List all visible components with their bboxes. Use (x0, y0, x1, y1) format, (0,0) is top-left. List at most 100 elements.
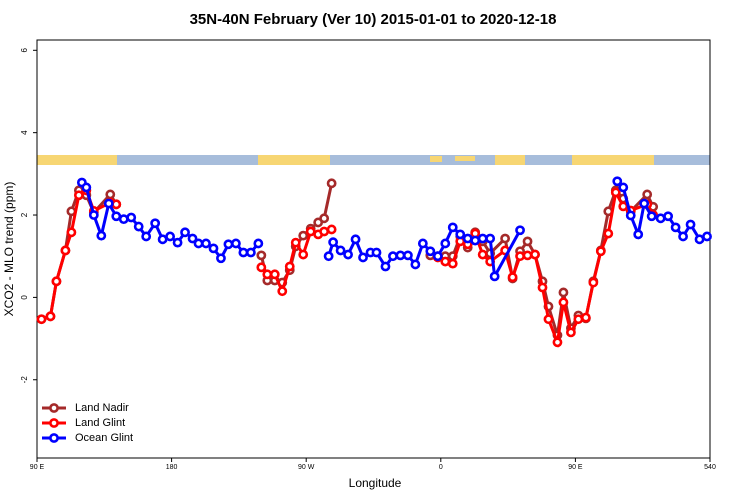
data-point (558, 297, 569, 308)
data-point (642, 189, 653, 200)
data-point (440, 256, 451, 267)
data-point (223, 239, 234, 250)
data-point (216, 253, 226, 264)
data-point (253, 238, 264, 249)
data-point (157, 234, 168, 245)
data-point (326, 178, 337, 189)
y-axis-label: XCO2 - MLO trend (ppm) (2, 182, 16, 317)
data-point (588, 277, 599, 288)
data-point (603, 228, 614, 239)
data-point (111, 199, 122, 210)
x-axis-label: Longitude (349, 476, 402, 490)
data-point (323, 251, 334, 262)
data-point (507, 272, 518, 283)
data-point (111, 211, 122, 222)
legend-label: Ocean Glint (75, 432, 133, 444)
data-point (81, 182, 92, 193)
data-point (284, 261, 295, 272)
y-tick-label: 0 (20, 295, 29, 300)
data-point (558, 287, 569, 298)
data-point (489, 271, 500, 282)
x-tick-label: 0 (439, 464, 443, 471)
data-point (208, 243, 219, 254)
data-point (655, 213, 666, 224)
data-point (298, 249, 309, 260)
data-point (455, 229, 466, 240)
data-point (133, 221, 144, 232)
data-point (388, 251, 398, 262)
data-point (256, 250, 267, 261)
data-point (88, 210, 99, 220)
data-point (618, 201, 629, 212)
data-point (60, 245, 71, 256)
data-point (500, 233, 511, 244)
data-point (96, 230, 107, 241)
x-tick-label: 90 W (298, 464, 315, 471)
data-point (477, 249, 488, 260)
data-point (566, 327, 576, 338)
data-point (269, 269, 280, 280)
data-point (150, 218, 161, 229)
data-point (358, 252, 368, 263)
data-point (126, 212, 137, 223)
data-point (380, 261, 391, 272)
data-point (141, 231, 152, 242)
legend-label: Land Glint (75, 417, 125, 429)
data-point (201, 238, 211, 249)
data-point (618, 182, 629, 193)
data-point (663, 211, 674, 222)
data-point (685, 219, 696, 230)
data-point (305, 226, 316, 237)
data-point (51, 276, 62, 287)
data-point (530, 249, 540, 260)
data-point (678, 231, 688, 242)
ocean-strip (37, 155, 710, 165)
data-point (350, 234, 361, 245)
data-point (417, 238, 428, 249)
legend-marker (49, 418, 59, 428)
data-point (187, 233, 198, 244)
x-tick-label: 180 (166, 464, 178, 471)
data-point (694, 234, 705, 245)
data-point (543, 314, 554, 325)
data-point (105, 189, 116, 200)
data-point (702, 231, 712, 242)
data-point (522, 250, 533, 261)
data-point (319, 213, 330, 224)
data-point (470, 235, 481, 246)
land-strip (495, 155, 525, 165)
y-tick-label: 2 (20, 212, 29, 217)
data-point (238, 247, 249, 258)
data-point (477, 233, 488, 244)
data-point (580, 312, 591, 323)
x-tick-label: 540 (704, 464, 716, 471)
data-point (298, 230, 309, 241)
legend-label: Land Nadir (75, 402, 129, 414)
data-point (335, 245, 346, 256)
data-point (440, 238, 451, 249)
data-point (165, 231, 176, 242)
data-point (103, 198, 114, 209)
land-strip (430, 156, 442, 162)
data-point (343, 249, 353, 260)
data-point (36, 314, 47, 325)
land-strip (572, 155, 654, 165)
data-point (180, 227, 190, 238)
land-strip (258, 155, 330, 165)
data-point (66, 227, 77, 238)
data-point (262, 269, 273, 280)
data-point (573, 314, 584, 325)
data-point (277, 286, 288, 297)
data-point (447, 222, 458, 233)
data-point (45, 311, 56, 322)
data-point (118, 214, 129, 225)
data-point (231, 238, 241, 249)
y-tick-label: 6 (20, 48, 29, 53)
chart-title: 35N-40N February (Ver 10) 2015-01-01 to … (190, 11, 557, 28)
data-point (319, 226, 330, 237)
data-point (515, 251, 525, 262)
legend-marker (49, 403, 59, 413)
y-tick-label: -2 (20, 376, 29, 384)
